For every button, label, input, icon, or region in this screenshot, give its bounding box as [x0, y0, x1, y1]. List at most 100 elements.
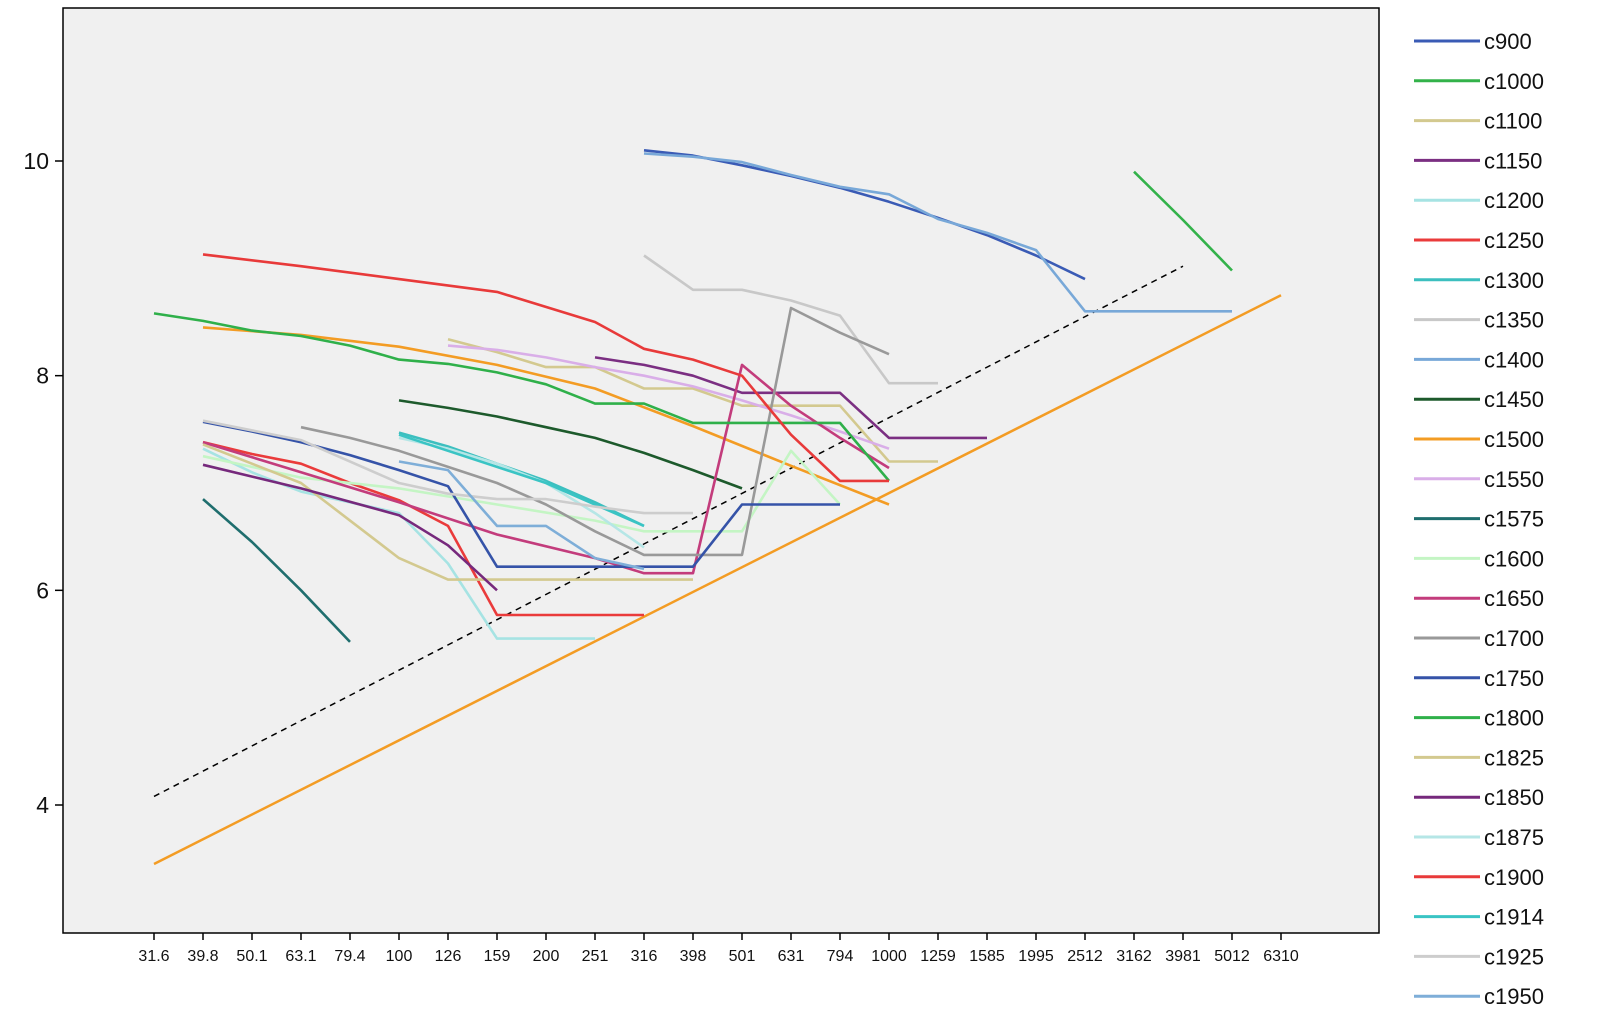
legend-label: c1875	[1484, 825, 1544, 850]
legend-label: c1650	[1484, 586, 1544, 611]
legend-item-c1950: c1950	[1414, 984, 1544, 1009]
series-line-c1650	[202, 363, 890, 575]
series-line-c1800	[153, 312, 890, 482]
x-tick-label-63.1: 63.1	[285, 948, 316, 965]
y-tick-label-8: 8	[36, 363, 49, 389]
legend-label: c1825	[1484, 745, 1544, 770]
series-line-c1575	[202, 498, 351, 643]
legend-label: c1800	[1484, 706, 1544, 731]
legend-item-c1600: c1600	[1414, 546, 1544, 571]
legend-label: c1450	[1484, 387, 1544, 412]
series-line-c1400	[643, 152, 1232, 313]
legend-label: c1500	[1484, 427, 1544, 452]
legend-label: c1925	[1484, 944, 1544, 969]
series-line-c1000	[1133, 170, 1233, 272]
reference-line-dashed	[153, 265, 1184, 798]
series-line-c1150	[594, 356, 987, 440]
x-tick-label-1585: 1585	[969, 948, 1005, 965]
plot-area	[62, 7, 1380, 934]
x-tick-label-501: 501	[729, 948, 756, 965]
y-axis: 4 6 8 10	[23, 148, 63, 818]
legend: c900 c1000 c1100 c1150 c1200 c1250 c1300 c1350 c…	[1414, 29, 1544, 1009]
legend-item-c1550: c1550	[1414, 467, 1544, 492]
legend-item-c1750: c1750	[1414, 666, 1544, 691]
legend-item-c900: c900	[1414, 29, 1532, 54]
legend-label: c1350	[1484, 308, 1544, 333]
x-tick-label-6310: 6310	[1263, 948, 1299, 965]
x-tick-label-1000: 1000	[871, 948, 907, 965]
legend-label: c1000	[1484, 69, 1544, 94]
legend-item-c1400: c1400	[1414, 347, 1544, 372]
x-tick-label-126: 126	[435, 948, 462, 965]
y-tick-label-10: 10	[23, 148, 49, 174]
x-tick-label-3981: 3981	[1165, 948, 1201, 965]
x-tick-label-794: 794	[827, 948, 854, 965]
legend-label: c1400	[1484, 347, 1544, 372]
series-lines	[153, 149, 1233, 643]
x-tick-label-316: 316	[631, 948, 658, 965]
x-axis: 31.6 39.8 50.1 63.1 79.4 100 126 159 200 251 316 39…	[138, 933, 1299, 965]
legend-item-c1150: c1150	[1414, 148, 1542, 173]
legend-item-c1250: c1250	[1414, 228, 1544, 253]
legend-label: c1550	[1484, 467, 1544, 492]
legend-label: c1750	[1484, 666, 1544, 691]
x-tick-label-159: 159	[484, 948, 511, 965]
series-line-c1450	[398, 399, 743, 490]
series-line-c1700	[300, 306, 890, 557]
legend-label: c1700	[1484, 626, 1544, 651]
legend-item-c1350: c1350	[1414, 308, 1544, 333]
series-line-c1925	[202, 419, 693, 515]
legend-item-c1575: c1575	[1414, 507, 1544, 532]
x-tick-label-398: 398	[680, 948, 707, 965]
series-line-c1100	[447, 337, 938, 463]
series-line-c1600	[202, 449, 841, 533]
series-line-c1850	[202, 463, 498, 592]
series-line-c1200	[202, 447, 595, 640]
x-tick-label-50.1: 50.1	[236, 948, 267, 965]
legend-item-c1914: c1914	[1414, 905, 1544, 930]
x-tick-label-251: 251	[582, 948, 609, 965]
legend-item-c1100: c1100	[1414, 109, 1542, 134]
legend-label: c1914	[1484, 905, 1544, 930]
x-tick-label-3162: 3162	[1116, 948, 1152, 965]
series-line-c1825	[202, 443, 693, 581]
legend-label: c900	[1484, 29, 1532, 54]
reference-lines	[153, 265, 1282, 866]
legend-label: c1150	[1484, 148, 1542, 173]
legend-label: c1100	[1484, 109, 1542, 134]
legend-item-c1200: c1200	[1414, 188, 1544, 213]
reference-line-solid	[153, 294, 1282, 866]
legend-label: c1950	[1484, 984, 1544, 1009]
x-tick-label-2512: 2512	[1067, 948, 1103, 965]
legend-item-c1000: c1000	[1414, 69, 1544, 94]
y-tick-label-6: 6	[36, 577, 49, 603]
x-tick-label-1995: 1995	[1018, 948, 1054, 965]
series-line-c1250	[202, 440, 644, 617]
series-line-c1500	[202, 326, 890, 506]
legend-item-c1500: c1500	[1414, 427, 1544, 452]
x-tick-label-5012: 5012	[1214, 948, 1250, 965]
legend-item-c1450: c1450	[1414, 387, 1544, 412]
legend-label: c1575	[1484, 507, 1544, 532]
legend-item-c1875: c1875	[1414, 825, 1544, 850]
legend-item-c1925: c1925	[1414, 944, 1544, 969]
legend-item-c1650: c1650	[1414, 586, 1544, 611]
legend-item-c1700: c1700	[1414, 626, 1544, 651]
x-tick-label-31.6: 31.6	[138, 948, 169, 965]
y-tick-label-4: 4	[36, 792, 49, 818]
x-tick-label-39.8: 39.8	[187, 948, 218, 965]
legend-label: c1850	[1484, 785, 1544, 810]
legend-label: c1300	[1484, 268, 1544, 293]
legend-item-c1900: c1900	[1414, 865, 1544, 890]
x-tick-label-79.4: 79.4	[334, 948, 365, 965]
series-line-c1950	[398, 460, 645, 571]
legend-item-c1825: c1825	[1414, 745, 1544, 770]
series-line-c1350	[643, 254, 938, 385]
x-tick-label-200: 200	[533, 948, 560, 965]
legend-label: c1250	[1484, 228, 1544, 253]
legend-label: c1900	[1484, 865, 1544, 890]
legend-item-c1850: c1850	[1414, 785, 1544, 810]
x-tick-label-631: 631	[778, 948, 805, 965]
x-tick-label-100: 100	[386, 948, 413, 965]
